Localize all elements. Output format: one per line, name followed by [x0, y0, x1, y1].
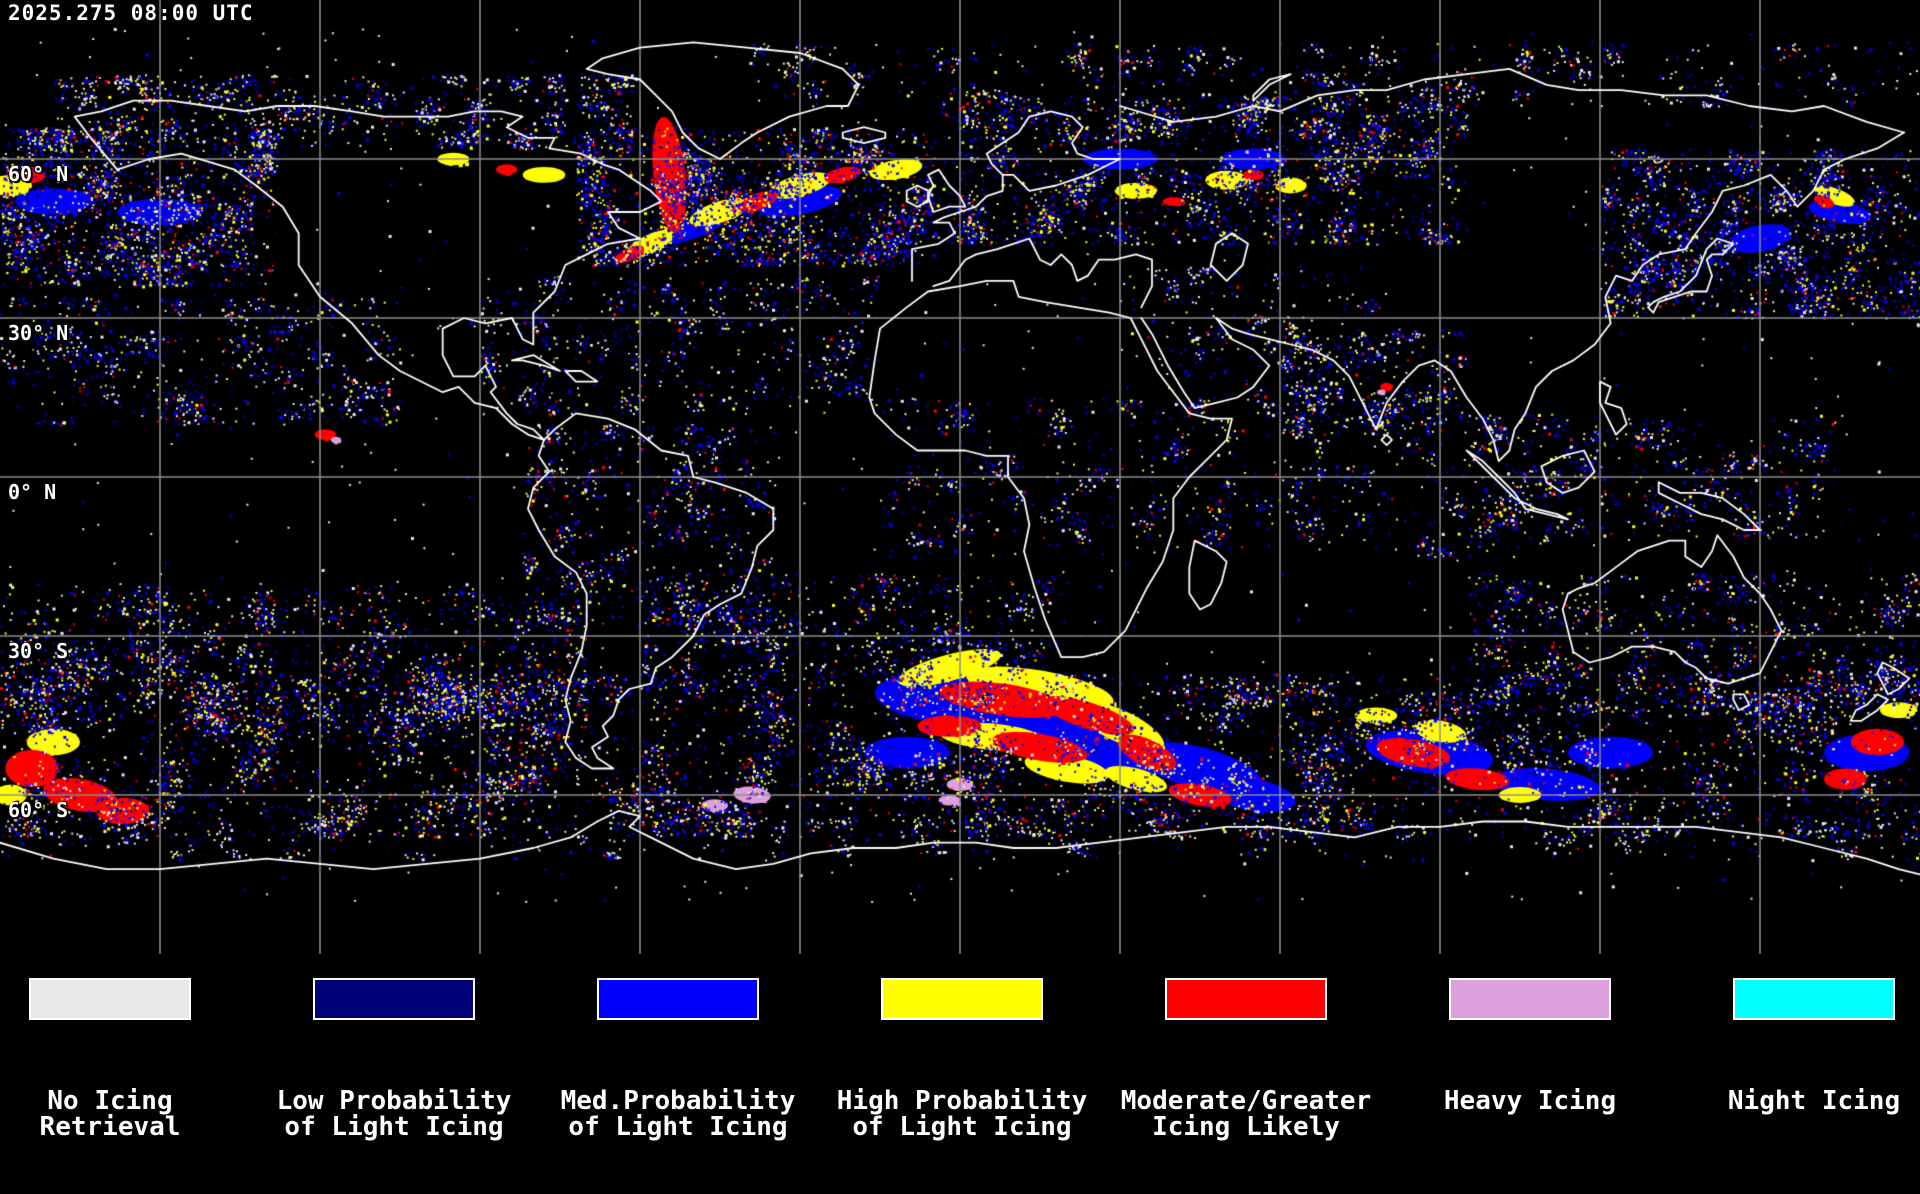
legend-swatch-med-probability: [597, 978, 759, 1020]
legend-item-med-probability: Med.Probability of Light Icing: [536, 954, 820, 1192]
latitude-label-30n: 30° N: [8, 321, 69, 345]
legend-swatch-no-icing: [29, 978, 191, 1020]
legend-item-heavy-icing: Heavy Icing: [1388, 954, 1672, 1166]
legend-swatch-heavy-icing: [1449, 978, 1611, 1020]
legend-swatch-night-icing: [1733, 978, 1895, 1020]
legend-label-no-icing: No Icing Retrieval: [39, 1086, 181, 1142]
latitude-label-60s: 60° S: [8, 798, 69, 822]
legend-bar: No Icing Retrieval Low Probability of Ligh…: [0, 954, 1920, 1140]
legend-label-low-probability: Low Probability of Light Icing: [276, 1086, 512, 1142]
legend-item-low-probability: Low Probability of Light Icing: [252, 954, 536, 1192]
legend-swatch-high-probability: [881, 978, 1043, 1020]
legend-swatch-low-probability: [313, 978, 475, 1020]
legend-label-med-probability: Med.Probability of Light Icing: [560, 1086, 796, 1142]
legend-label-heavy-icing: Heavy Icing: [1443, 1086, 1617, 1116]
legend-label-night-icing: Night Icing: [1727, 1086, 1901, 1116]
legend-swatch-moderate-greater: [1165, 978, 1327, 1020]
latitude-label-60n: 60° N: [8, 162, 69, 186]
world-icing-map-canvas: [0, 0, 1920, 954]
legend-label-moderate-greater: Moderate/Greater Icing Likely: [1120, 1086, 1372, 1142]
world-map-area: 2025.275 08:00 UTC 60° N 30° N 0° N 30° …: [0, 0, 1920, 954]
legend-item-no-icing: No Icing Retrieval: [0, 954, 252, 1192]
satellite-icing-product: { "header": { "timestamp": "2025.275 08:…: [0, 0, 1920, 1140]
legend-item-night-icing: Night Icing: [1672, 954, 1920, 1166]
legend-item-high-probability: High Probability of Light Icing: [820, 954, 1104, 1192]
legend-label-high-probability: High Probability of Light Icing: [836, 1086, 1088, 1142]
timestamp-label: 2025.275 08:00 UTC: [8, 1, 254, 25]
latitude-label-30s: 30° S: [8, 639, 69, 663]
latitude-label-0n: 0° N: [8, 480, 57, 504]
legend-item-moderate-greater: Moderate/Greater Icing Likely: [1104, 954, 1388, 1192]
